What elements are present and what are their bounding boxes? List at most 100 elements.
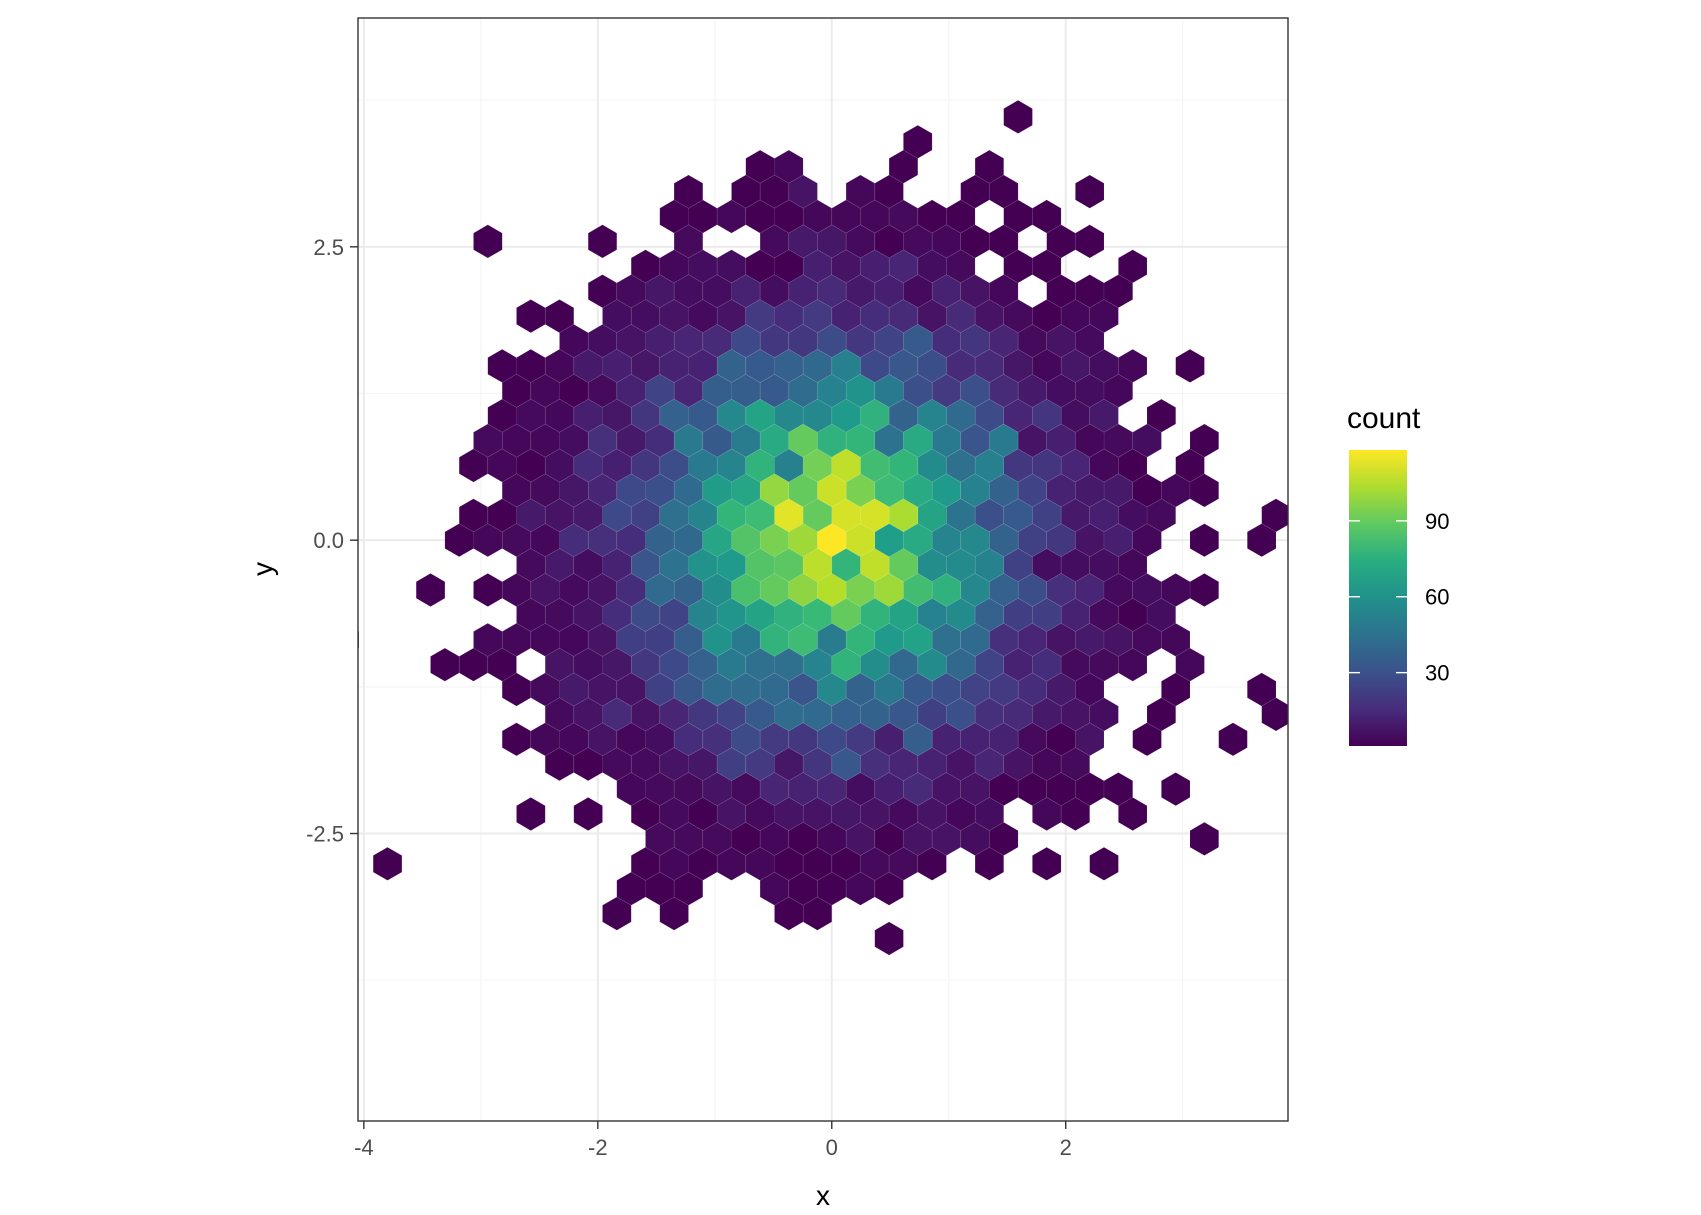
hex-bin (802, 846, 833, 881)
hex-bin (1103, 622, 1133, 657)
hex-bin (1046, 622, 1076, 657)
hex-bin (831, 448, 861, 483)
hex-bin (587, 523, 618, 558)
hex-bin (1003, 99, 1033, 134)
hex-bin (1118, 797, 1148, 831)
hex-bin (989, 523, 1019, 558)
hex-bin (573, 797, 603, 831)
legend-label: 90 (1425, 509, 1449, 534)
legend-label: 60 (1425, 585, 1449, 610)
y-tick-label: -2.5 (306, 822, 344, 847)
hex-bin (745, 846, 775, 881)
hex-bin (673, 274, 704, 309)
hex-bin (831, 548, 861, 583)
hex-bin (1089, 548, 1119, 583)
hex-bin (1189, 523, 1219, 558)
hex-bin (616, 324, 646, 358)
hex-bin (1046, 274, 1076, 309)
hex-bin (1118, 348, 1148, 383)
hex-bin (802, 697, 833, 732)
hex-bin (874, 224, 904, 259)
hex-bins (358, 99, 1288, 956)
hex-bin (573, 647, 603, 682)
hex-bin (559, 473, 589, 508)
hex-bin (1046, 722, 1076, 757)
hex-bin (1161, 573, 1191, 607)
hex-bin (688, 697, 718, 732)
hex-bin (516, 299, 546, 334)
hex-bin (1017, 772, 1047, 807)
hex-bin (788, 473, 818, 508)
hex-bin (587, 224, 618, 259)
hex-bin (802, 398, 833, 433)
hex-bin (630, 249, 661, 284)
hex-bin (1261, 697, 1288, 732)
legend-title: count (1347, 402, 1421, 435)
legend: count 30 60 90 (1347, 402, 1449, 746)
hex-bin (903, 473, 933, 508)
x-tick-label: 0 (826, 1135, 838, 1160)
hex-bin (989, 672, 1019, 707)
x-tick-label: 2 (1060, 1135, 1072, 1160)
hex-bin (716, 597, 747, 632)
hex-bin (845, 871, 876, 906)
hex-bin (415, 573, 446, 607)
hex-bin (1103, 274, 1133, 309)
hex-bin (1089, 846, 1119, 881)
hex-bin (702, 373, 732, 408)
hex-bin (659, 548, 689, 583)
x-tick-label: -4 (354, 1135, 374, 1160)
hex-bin (702, 473, 732, 508)
hex-bin (516, 597, 546, 632)
hex-bin (1261, 498, 1288, 533)
hex-bin (860, 597, 890, 632)
hex-bin (688, 846, 718, 881)
hex-bin (673, 174, 704, 209)
hex-bin (845, 324, 876, 358)
hex-bin (903, 523, 933, 558)
hex-bin (501, 722, 532, 757)
hex-bin (960, 224, 990, 259)
hex-bin (1003, 249, 1033, 284)
hex-bin (716, 249, 747, 284)
x-tick-label: -2 (588, 1135, 608, 1160)
hex-bin (487, 448, 517, 483)
hex-bin (888, 299, 919, 334)
hex-bin (1032, 846, 1062, 881)
y-axis: -2.5 0.0 2.5 (306, 235, 358, 847)
y-tick-label: 2.5 (313, 235, 344, 260)
hex-bin (1175, 348, 1205, 383)
hex-bin (673, 772, 704, 807)
hex-bin (745, 647, 775, 682)
hex-bin (602, 896, 632, 931)
hex-bin (630, 697, 661, 732)
hex-bin (1075, 224, 1105, 259)
hex-bin (458, 498, 489, 533)
plot-panel (357, 17, 1289, 1122)
hex-bin (1161, 772, 1191, 807)
hex-bin (587, 373, 618, 408)
hex-bin (1075, 174, 1105, 209)
hex-bin (544, 398, 575, 433)
hex-bin (1032, 348, 1062, 383)
hex-bin (960, 423, 990, 458)
hex-bin (1046, 672, 1076, 707)
hex-bin (888, 149, 919, 184)
hex-bin (487, 647, 517, 682)
hex-bin (544, 697, 575, 732)
hex-bin (874, 921, 904, 956)
hex-bin (516, 797, 546, 831)
hex-bin (372, 846, 403, 881)
hex-bin (1161, 672, 1191, 707)
hex-bin (1218, 722, 1248, 757)
hex-bin (903, 373, 933, 408)
legend-ticks: 30 60 90 (1349, 509, 1449, 686)
panel-border (357, 17, 1289, 1122)
y-axis-title: y (247, 562, 278, 576)
hex-bin (688, 647, 718, 682)
x-axis: -4 -2 0 2 (354, 1121, 1072, 1160)
hex-bin (989, 821, 1019, 856)
hex-bin (544, 747, 575, 782)
x-axis-title: x (816, 1180, 830, 1211)
